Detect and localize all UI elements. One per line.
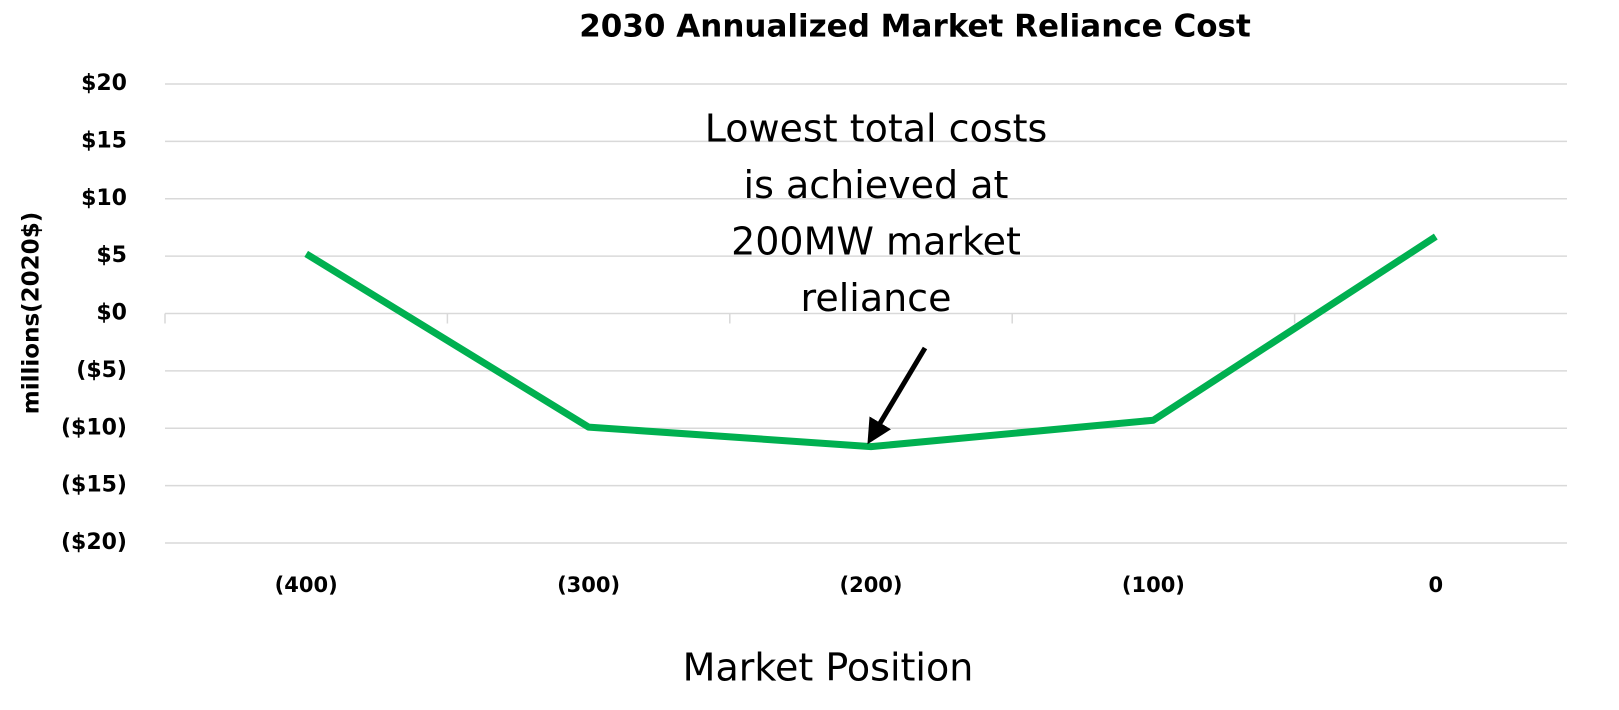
x-tick-label: (100): [1122, 573, 1185, 597]
y-axis-label: millions(2020$): [19, 212, 45, 414]
y-tick-label: ($15): [61, 473, 127, 498]
x-axis-label: Market Position: [683, 646, 974, 690]
x-tick-label: (400): [275, 573, 338, 597]
x-tick-label: (200): [839, 573, 902, 597]
x-tick-label: 0: [1428, 573, 1443, 597]
annotation-text: is achieved at: [744, 163, 1009, 207]
y-tick-label: $15: [81, 128, 127, 153]
y-tick-label: $20: [81, 71, 127, 96]
y-tick-label: ($10): [61, 415, 127, 440]
annotation-text: reliance: [801, 276, 952, 320]
line-series: [304, 233, 1438, 451]
chart-title: 2030 Annualized Market Reliance Cost: [579, 9, 1251, 45]
annotation-text: 200MW market: [731, 220, 1021, 264]
annotation-arrow: [867, 346, 928, 445]
y-tick-label: $10: [81, 186, 127, 211]
y-tick-label: ($20): [61, 530, 127, 555]
y-tick-label: $5: [96, 243, 127, 268]
y-tick-label: $0: [96, 301, 127, 326]
annotation-text: Lowest total costs: [705, 107, 1048, 151]
y-tick-label: ($5): [76, 358, 127, 383]
x-tick-label: (300): [557, 573, 620, 597]
